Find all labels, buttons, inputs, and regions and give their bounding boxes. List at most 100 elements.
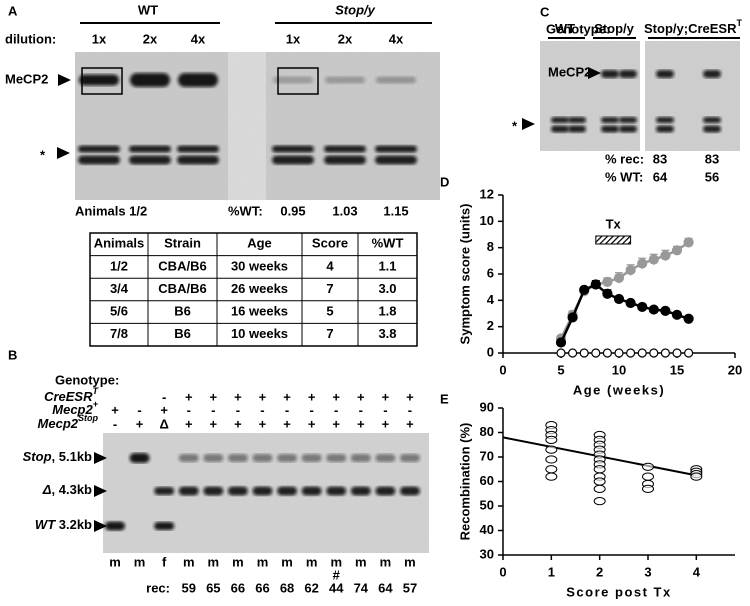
data-point — [637, 301, 648, 313]
rec-value: 83 — [705, 151, 719, 166]
sex-label: m — [380, 554, 392, 569]
y-tick-label: 8 — [487, 239, 494, 254]
arrow — [588, 67, 601, 79]
genotype-row-main: Mecp2 — [38, 416, 79, 431]
data-point — [625, 297, 636, 309]
band-size-label: Stop, 5.1kb — [23, 449, 92, 464]
data-point — [625, 264, 636, 276]
x-tick-label: 5 — [557, 362, 564, 377]
group-label: Stop/y — [594, 21, 634, 36]
band — [376, 76, 416, 84]
table-header: %WT — [372, 236, 404, 251]
genotype-sign: - — [359, 402, 363, 417]
table-cell: B6 — [174, 304, 191, 319]
data-point — [660, 305, 671, 316]
band — [375, 145, 417, 153]
data-point — [602, 348, 613, 358]
data-point — [671, 245, 683, 256]
genotype-row: Mecp2Stop — [38, 413, 99, 431]
x-tick-label: 20 — [728, 362, 742, 377]
band — [325, 76, 365, 84]
data-point — [642, 484, 654, 493]
band — [178, 454, 199, 462]
table-cell: 1/2 — [110, 258, 128, 273]
data-point — [690, 472, 703, 481]
band — [78, 155, 120, 165]
band — [324, 145, 366, 153]
band — [703, 125, 721, 133]
band — [656, 125, 674, 133]
arrow — [58, 74, 71, 86]
data-point — [637, 348, 647, 358]
data-point — [545, 445, 558, 454]
wt-value: 56 — [705, 169, 719, 184]
band — [551, 117, 569, 123]
band — [326, 454, 347, 462]
y-tick-label: 50 — [480, 497, 494, 512]
table-cell: CBA/B6 — [158, 281, 206, 296]
band — [619, 70, 637, 78]
genotype-sign: - — [260, 402, 264, 417]
group-label-main: Stop/y — [594, 21, 634, 36]
y-tick-label: 12 — [480, 186, 494, 201]
rec-value: 65 — [206, 580, 220, 595]
band — [551, 125, 569, 133]
data-point — [593, 477, 606, 486]
x-tick-label: 2 — [596, 564, 603, 579]
arrow — [94, 485, 107, 497]
sex-label: m — [232, 554, 244, 569]
table-cell: CBA/B6 — [158, 258, 206, 273]
data-point — [614, 348, 624, 358]
genotype-sign: + — [185, 416, 193, 431]
marker-lane — [228, 52, 266, 200]
y-tick-label: 40 — [480, 522, 494, 537]
rec-value: 59 — [182, 580, 196, 595]
data-point — [579, 348, 589, 358]
band — [375, 454, 396, 462]
band — [272, 145, 314, 153]
dilution: 4x — [389, 31, 404, 46]
band-size: 3.2kb — [55, 517, 92, 532]
rec-value: 62 — [304, 580, 318, 595]
genotype-sign: + — [332, 416, 340, 431]
band — [601, 117, 619, 123]
data-point — [602, 276, 613, 287]
table-header: Age — [247, 236, 272, 251]
genotype-sign: + — [234, 416, 242, 431]
dilution-label: dilution: — [5, 31, 56, 46]
table-cell: 26 weeks — [231, 281, 288, 296]
y-tick-label: 60 — [480, 473, 494, 488]
band-size-label: Δ, 4.3kb — [42, 482, 92, 497]
band — [619, 125, 637, 133]
genotype-sign: + — [283, 416, 291, 431]
band — [177, 145, 219, 153]
y-tick-label: 90 — [480, 399, 494, 414]
data-point — [602, 288, 613, 299]
data-point — [567, 348, 578, 358]
wt-value: 64 — [653, 169, 668, 184]
group-label-main: WT — [555, 21, 575, 36]
rec-value: 68 — [280, 580, 294, 595]
band — [301, 454, 322, 462]
x-tick-label: 0 — [499, 362, 506, 377]
genotype-row-sup: Stop — [78, 413, 98, 423]
pwt-value: 0.95 — [280, 203, 305, 218]
y-tick-label: 80 — [480, 424, 494, 439]
genotype-label: Genotype: — [55, 372, 119, 387]
data-point — [683, 348, 694, 358]
band-name: Stop — [23, 449, 52, 464]
data-point — [683, 313, 694, 324]
table-cell: 7/8 — [110, 326, 128, 341]
genotype-sign: + — [332, 389, 340, 404]
x-tick-label: 0 — [499, 564, 506, 579]
genotype-sign: - — [236, 402, 240, 417]
y-axis-label: Symptom score (units) — [457, 204, 472, 345]
group-label: WT — [138, 2, 158, 17]
band — [326, 486, 347, 496]
genotype-sign: - — [162, 389, 166, 404]
rec-value: 74 — [354, 580, 369, 595]
band — [656, 117, 674, 123]
genotype-sign: + — [406, 416, 414, 431]
band — [178, 486, 199, 496]
sex-label: m — [257, 554, 269, 569]
